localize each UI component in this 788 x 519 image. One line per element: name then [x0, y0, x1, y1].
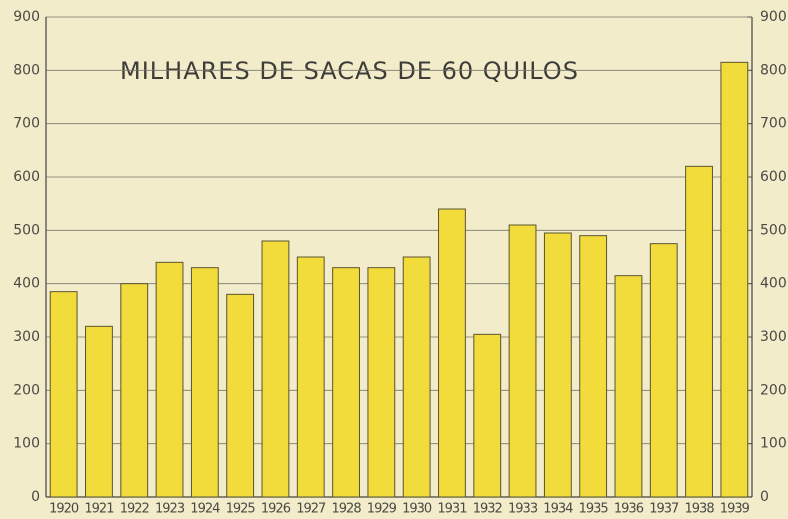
y2-tick-label: 300 [760, 329, 787, 345]
y-tick-label: 200 [13, 382, 40, 398]
y2-tick-label: 600 [760, 169, 787, 185]
x-tick-label: 1932 [473, 502, 502, 517]
x-tick-label: 1923 [155, 502, 185, 517]
bar [543, 232, 572, 498]
x-tick-label: 1928 [332, 502, 362, 517]
bar [720, 61, 749, 498]
bar [190, 267, 219, 498]
x-tick-label: 1922 [120, 502, 149, 517]
bar [685, 165, 713, 498]
bar [402, 256, 431, 498]
y2-tick-label: 500 [760, 222, 787, 238]
x-tick-label: 1933 [508, 502, 538, 517]
y-tick-label: 800 [13, 62, 40, 78]
y-tick-label: 500 [13, 222, 40, 238]
y-tick-label: 400 [13, 276, 40, 292]
y-tick-label: 100 [13, 436, 40, 452]
y-tick-label: 300 [13, 329, 40, 345]
y2-tick-label: 200 [760, 382, 787, 398]
x-tick-label: 1929 [367, 502, 397, 517]
bar [438, 208, 466, 498]
x-tick-label: 1921 [84, 502, 114, 517]
bar [332, 267, 360, 498]
y2-tick-label: 900 [760, 9, 787, 25]
y2-tick-label: 800 [760, 62, 787, 78]
bar [49, 291, 78, 498]
x-tick-label: 1934 [543, 502, 573, 517]
y2-tick-label: 100 [760, 436, 787, 452]
y-tick-label: 600 [13, 169, 40, 185]
y2-tick-label: 0 [760, 489, 769, 505]
bar [120, 283, 149, 498]
bar [473, 333, 502, 498]
bar [367, 267, 396, 498]
bar [508, 224, 537, 498]
bar [614, 275, 643, 498]
x-tick-label: 1939 [720, 502, 750, 517]
bar [155, 261, 184, 498]
x-tick-label: 1931 [437, 502, 467, 517]
x-tick-label: 1927 [296, 502, 326, 517]
x-tick-label: 1938 [685, 502, 715, 517]
bar [261, 240, 290, 498]
x-tick-label: 1925 [226, 502, 256, 517]
x-tick-label: 1926 [261, 502, 291, 517]
x-tick-label: 1937 [649, 502, 679, 517]
chart-title: MILHARES DE SACAS DE 60 QUILOS [120, 57, 579, 85]
x-tick-label: 1924 [190, 502, 220, 517]
y2-tick-label: 700 [760, 116, 787, 132]
bar [85, 325, 113, 498]
x-tick-label: 1936 [614, 502, 644, 517]
x-tick-label: 1930 [402, 502, 432, 517]
bar [226, 293, 255, 498]
bar [649, 243, 678, 498]
y-tick-label: 700 [13, 116, 40, 132]
bar [296, 256, 325, 498]
y-tick-label: 0 [31, 489, 40, 505]
x-tick-label: 1920 [49, 502, 79, 517]
y-tick-label: 900 [13, 9, 40, 25]
x-tick-label: 1935 [579, 502, 609, 517]
y2-tick-label: 400 [760, 276, 787, 292]
bar [579, 235, 608, 498]
